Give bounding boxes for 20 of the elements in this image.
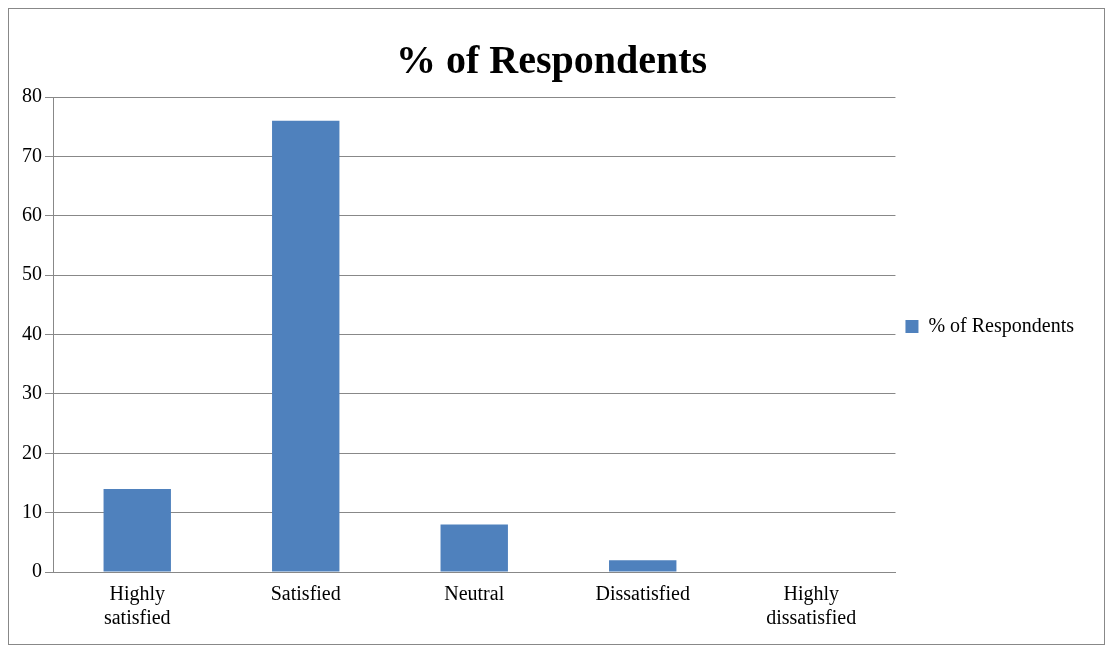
x-tick-label: Highly dissatisfied [766,582,857,629]
bar [609,560,677,572]
legend-label: % of Respondents [928,313,1075,337]
bar [103,488,171,572]
y-tick-label: 20 [22,440,42,463]
y-tick-label: 30 [22,381,42,404]
chart-title: % of Respondents [395,37,708,83]
x-tick-label: Neutral [444,582,505,605]
bar [440,524,508,572]
y-tick-label: 10 [22,499,42,522]
y-tick-label: 60 [22,203,42,225]
y-tick-label: 50 [22,262,42,285]
y-tick-label: 70 [22,143,42,166]
x-tick-label: Satisfied [270,582,341,605]
bar [272,120,340,572]
x-tick-label: Dissatisfied [595,582,690,605]
y-tick-label: 80 [22,84,42,107]
y-tick-label: 0 [32,559,42,582]
x-tick-label: Highly satisfied [103,582,171,629]
y-tick-label: 40 [22,321,42,344]
